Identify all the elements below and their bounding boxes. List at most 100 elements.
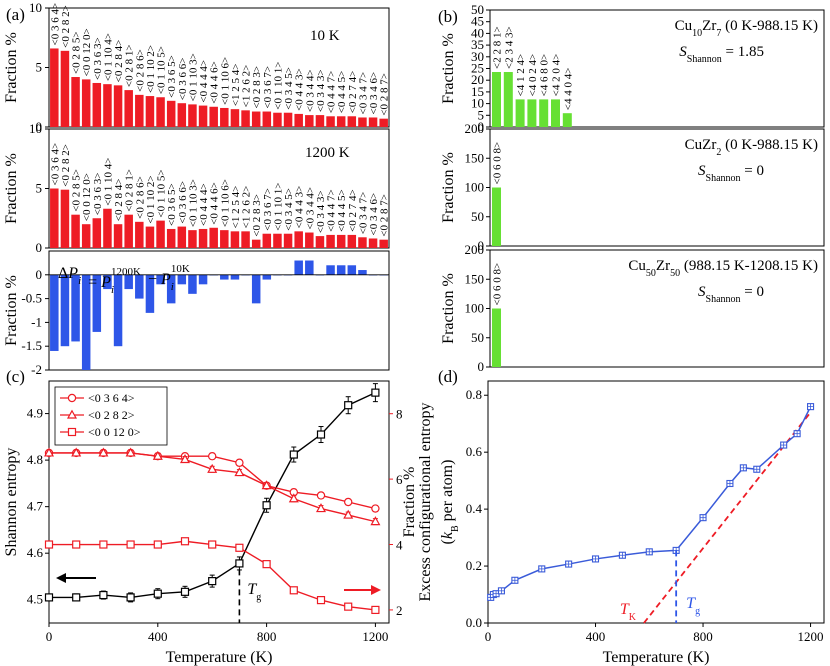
- bar-category-label: <0 3 6 4>: [49, 143, 61, 186]
- y-tick-label: -1.5: [21, 338, 42, 353]
- bar-category-label: <1 2 6 2>: [241, 65, 253, 108]
- legend-marker: [67, 427, 77, 437]
- bar-category-label: <0 4 4 7>: [326, 71, 338, 114]
- y-tick-label: 200: [465, 121, 485, 136]
- bar-category-label: <0 0 12 0>: [81, 173, 93, 221]
- tk-label: TK: [620, 601, 637, 623]
- data-point: [152, 450, 163, 460]
- bar: [358, 270, 367, 275]
- bar: [220, 274, 229, 280]
- bar: [177, 226, 187, 248]
- y-axis-label: Fraction %: [440, 152, 457, 223]
- data-point: [71, 447, 82, 457]
- bar-category-label: <0 2 8 7>: [379, 194, 391, 237]
- bar-category-label: <4 0 2 4>: [527, 54, 539, 97]
- data-point: [316, 491, 326, 500]
- bar: [198, 105, 208, 127]
- x-axis-label: Temperature (K): [603, 649, 710, 666]
- bar: [305, 115, 314, 127]
- data-point: [371, 504, 380, 513]
- bar: [305, 232, 314, 248]
- x-tick-label: 0: [485, 629, 492, 644]
- bar-category-label: <0 1 10 2>: [145, 175, 157, 223]
- bar: [60, 274, 70, 347]
- bar: [177, 274, 187, 285]
- panel-a-frame: [48, 250, 390, 371]
- bar: [294, 231, 303, 248]
- legend-marker: [67, 393, 77, 403]
- bar-category-label: <0 3 6 5>: [166, 183, 178, 226]
- x-tick-label: 400: [586, 629, 606, 644]
- tg-label: Tg: [686, 595, 700, 617]
- bar-category-label: <0 1 10 3>: [187, 179, 199, 227]
- bar-category-label: <0 2 8 7>: [379, 73, 391, 116]
- data-point: [125, 447, 136, 457]
- y-right-tick-label: 6: [396, 472, 403, 487]
- bar-category-label: <2 2 8 1>: [492, 26, 504, 69]
- data-point: [126, 593, 135, 602]
- bar: [326, 234, 335, 248]
- bar-category-label: <0 2 8 6>: [134, 176, 146, 219]
- bar: [283, 233, 293, 248]
- bar: [50, 48, 59, 127]
- data-point: [344, 497, 353, 507]
- bar: [50, 274, 59, 351]
- bar: [503, 72, 513, 127]
- bar: [124, 90, 133, 127]
- bar: [145, 96, 155, 127]
- bar-category-label: <0 2 7 4>: [347, 71, 359, 114]
- bar: [103, 208, 112, 248]
- series-line: [49, 452, 376, 510]
- bar: [562, 113, 572, 127]
- bar: [71, 77, 80, 127]
- series-line: [49, 452, 376, 523]
- y-tick-label: 50: [471, 330, 484, 345]
- x-tick-label: 1200: [798, 629, 824, 644]
- bar: [124, 214, 133, 248]
- y-right-tick-label: 8: [396, 407, 403, 422]
- bar-category-label: <0 2 8 2>: [60, 5, 72, 48]
- y-axis-label: Fraction %: [3, 275, 20, 346]
- bar-category-label: <0 3 4 3>: [315, 190, 327, 233]
- bar-category-label: <0 3 4 7>: [357, 72, 369, 115]
- data-point: [344, 401, 353, 410]
- bar: [262, 233, 272, 248]
- y-tick-label: 50: [471, 2, 484, 17]
- bar: [188, 104, 197, 127]
- bar-category-label: <0 3 6 4>: [49, 3, 61, 46]
- bar: [273, 112, 282, 127]
- legend-marker: [66, 409, 78, 419]
- bar: [251, 239, 261, 248]
- bar-category-label: <0 1 10 6>: [219, 179, 231, 227]
- data-point: [371, 388, 380, 397]
- bar: [492, 187, 501, 246]
- bar-category-label: <0 2 8 5>: [71, 31, 83, 74]
- bar: [347, 116, 357, 127]
- data-point: [262, 560, 271, 569]
- bar: [156, 220, 165, 248]
- bar: [60, 189, 70, 248]
- x-axis-label: Temperature (K): [166, 649, 273, 666]
- bar-category-label: <0 3 6 6>: [177, 58, 189, 101]
- y-tick-label: 4.5: [27, 592, 43, 607]
- data-point: [262, 501, 271, 510]
- y-tick-label: 5: [478, 107, 485, 122]
- bar: [251, 111, 261, 127]
- y-axis-label-units: (kB per atom): [439, 460, 461, 545]
- panel-a-label-10k: 10 K: [310, 28, 340, 44]
- panel-d-frame: [487, 380, 825, 624]
- bar-category-label: <0 6 0 8>: [492, 142, 504, 185]
- bar-category-label: <0 3 4 4>: [304, 187, 316, 230]
- left-axis-arrowhead: [56, 573, 66, 583]
- y-axis-label: Excess configurational entropy: [417, 402, 434, 601]
- y-tick-label: 4.7: [27, 499, 44, 514]
- y-right-tick-label: 4: [396, 538, 403, 553]
- bar: [515, 99, 525, 127]
- bar: [177, 103, 187, 127]
- bar-category-label: <0 2 8 1>: [124, 169, 136, 212]
- bar-category-label: <0 3 4 5>: [283, 188, 295, 231]
- bar-category-label: <0 4 4 3>: [294, 68, 306, 111]
- bar: [81, 224, 91, 248]
- data-point: [180, 587, 190, 596]
- bar: [336, 234, 346, 248]
